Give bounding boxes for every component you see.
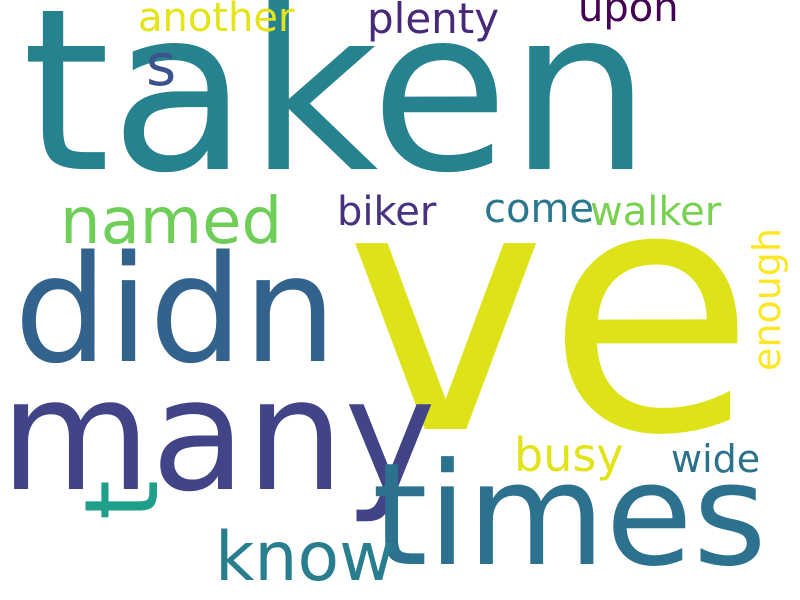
word-times: times — [372, 433, 767, 598]
word-plenty: plenty — [367, 0, 500, 43]
word-enough: enough — [745, 228, 789, 372]
word-t: t — [63, 480, 182, 520]
word-taken: taken — [22, 0, 652, 223]
word-didn: didn — [14, 224, 337, 396]
word-come: come — [484, 186, 595, 232]
word-upon: upon — [578, 0, 679, 31]
word-wide: wide — [671, 437, 761, 481]
word-walker: walker — [590, 189, 722, 235]
word-another: another — [138, 0, 295, 41]
word-biker: biker — [337, 189, 437, 235]
word-many: many — [0, 345, 436, 526]
word-s: s — [146, 31, 177, 99]
word-ve: ve — [345, 114, 756, 510]
word-busy: busy — [514, 428, 624, 482]
word-named: named — [60, 185, 283, 259]
word-know: know — [215, 518, 395, 597]
